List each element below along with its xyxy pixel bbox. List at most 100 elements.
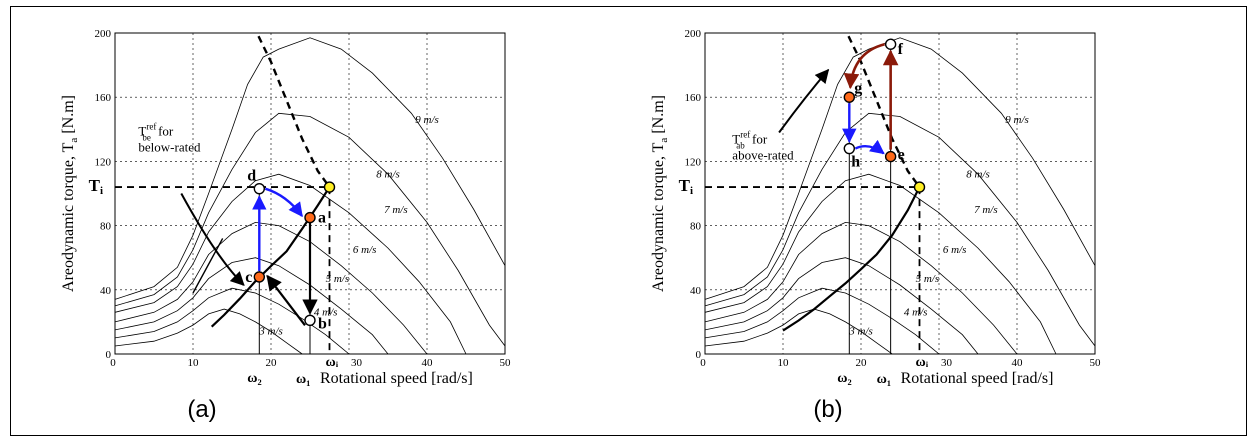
ref-label-sup: ref [146,122,156,132]
plot-area [704,32,1096,355]
point-label: e [898,147,905,164]
omega-label: ω₂ [247,371,261,386]
y-tick-label: 120 [95,156,112,168]
point-label: f [898,41,904,58]
ref-label-line2: above-rated [732,148,794,163]
y-tick-label: 0 [106,349,112,361]
ref-label: Tref be for [138,122,174,143]
y-tick-label: 160 [95,92,112,104]
x-tick-label: 30 [941,357,953,369]
wind-label: 5 m/s [916,273,940,285]
optimal-torque-curve [782,186,921,332]
x-tick-label: 30 [351,357,363,369]
x-axis-label: Rotational speed [rad/s] [320,370,473,387]
y-axis-label-unit: [N.m] [60,95,77,138]
y-axis-label-main: Areodynamic torque, T [650,142,667,292]
y-tick-label: 160 [685,92,702,104]
omega-label: ωᵢ [326,355,339,370]
panel-label: (b) [813,396,842,423]
panel-b: 0 10 20 40 50 30 0 40 80 120 160 200 Areodynamic tor… [650,28,1101,423]
operating-point-ti [913,181,926,193]
reference-torque-curve [847,35,921,188]
arrow-b-c [266,274,306,326]
operating-point-a [304,211,316,224]
wind-curve-9 [114,37,506,300]
wind-label: 6 m/s [353,244,377,256]
y-axis-label-sub: a [68,138,80,143]
y-tick-label: 80 [100,221,112,233]
wind-label: 9 m/s [415,114,439,126]
omega-label: ω₁ [296,372,310,387]
panel-a: 0 10 20 40 50 30 0 40 80 120 160 200 Areodynamic tor… [60,28,511,423]
wind-curve-7 [114,173,467,355]
ref-label-rest: for [749,132,768,147]
wind-curve-4 [114,287,350,355]
wind-curve-9 [704,37,1096,300]
ref-label-sub: be [142,133,151,143]
omega-label: ω₂ [837,371,851,386]
reference-torque-curve [257,35,331,188]
ti-label-sub: i [100,185,103,197]
y-axis-label-unit: [N.m] [650,95,667,138]
wind-curve-8 [114,112,506,347]
wind-curve-5 [704,257,979,355]
wind-label: 7 m/s [384,204,408,216]
x-tick-label: 10 [188,357,200,369]
wind-curve-6 [114,221,428,355]
point-label: d [247,168,256,185]
wind-label: 6 m/s [943,244,967,256]
ref-label-line2: below-rated [138,140,201,155]
point-label: a [318,210,326,227]
operating-point-d [253,182,265,195]
panel-label: (a) [187,396,216,423]
ref-label-rest: for [155,124,174,139]
operating-point-e [884,150,897,163]
x-axis-label: Rotational speed [rad/s] [901,370,1054,387]
ti-label-sub: i [690,185,693,197]
y-tick-label: 200 [95,28,112,40]
point-label: b [318,315,327,332]
ref-label: Tref ab for [732,130,768,151]
y-tick-label: 40 [100,285,112,297]
point-label: g [854,80,862,97]
wind-label: 8 m/s [966,168,990,180]
ti-label: Ti [679,176,693,197]
y-tick-label: 40 [690,285,702,297]
arrow-d-a [264,187,303,218]
x-tick-label: 40 [422,357,434,369]
wind-curve-6 [704,221,1018,355]
x-tick-label: 40 [1012,357,1024,369]
wind-label: 3 m/s [258,326,283,338]
wind-curve-8 [704,112,1096,347]
wind-label: 8 m/s [376,168,400,180]
ref-pointer-line [192,238,224,294]
y-tick-label: 0 [696,349,702,361]
ref-label-main: T [138,124,146,139]
wind-curve-3 [114,308,303,355]
ti-label-main: T [679,176,691,195]
arrow-f-g [843,42,885,90]
wind-label: 3 m/s [848,326,873,338]
omega-label: ω₁ [877,372,891,387]
operating-point-ti [323,181,336,193]
ref-label-sub: ab [736,141,745,151]
operating-point-f [884,38,897,50]
y-axis-label: Areodynamic torque, Ta [N.m] [60,95,80,292]
y-tick-label: 120 [685,156,702,168]
x-tick-label: 50 [500,357,512,369]
optimal-torque-curve [210,186,331,328]
operating-point-c [253,271,265,283]
x-tick-label: 0 [700,357,706,369]
ref-label-main: T [732,132,740,147]
ref-pointer-arrow [778,68,830,134]
wind-curve-7 [704,173,1057,355]
omega-label: ωᵢ [916,355,929,370]
x-tick-label: 20 [266,357,278,369]
figure-frame [10,6,1247,436]
point-label: h [851,154,860,171]
wind-label: 4 m/s [314,306,338,318]
wind-label: 9 m/s [1005,114,1029,126]
y-axis-label: Areodynamic torque, Ta [N.m] [650,95,670,292]
x-tick-label: 50 [1090,357,1102,369]
ti-label-main: T [89,176,101,195]
